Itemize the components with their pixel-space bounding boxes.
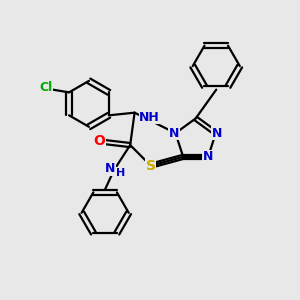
Text: O: O — [93, 134, 105, 148]
Text: N: N — [105, 162, 116, 175]
Text: N: N — [212, 127, 223, 140]
Text: S: S — [146, 159, 156, 173]
Text: N: N — [169, 127, 179, 140]
Text: Cl: Cl — [39, 81, 52, 94]
Text: N: N — [203, 150, 213, 163]
Text: H: H — [116, 168, 125, 178]
Text: NH: NH — [140, 110, 160, 124]
